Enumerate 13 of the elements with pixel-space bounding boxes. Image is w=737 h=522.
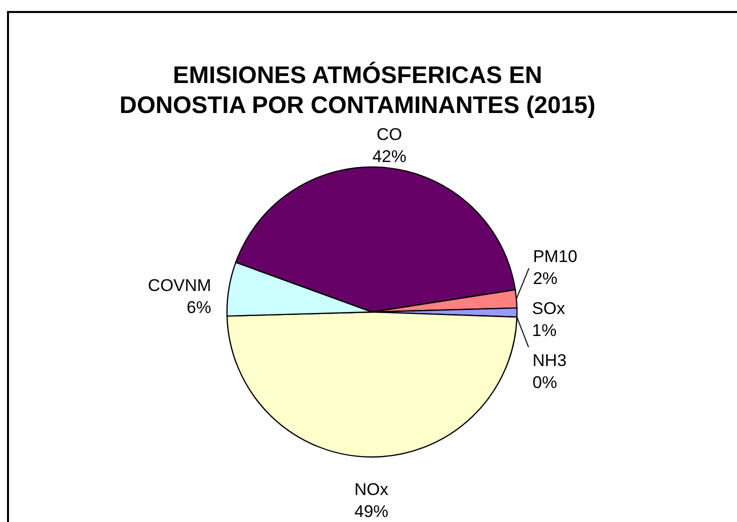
slice-label: NOx bbox=[354, 480, 389, 499]
data-label: 1% bbox=[532, 321, 557, 340]
slice-label: COVNM bbox=[148, 276, 212, 295]
category-label: NH3 bbox=[532, 351, 567, 370]
slice-label: PM10 bbox=[532, 247, 578, 266]
data-label: 2% bbox=[532, 269, 558, 288]
data-label: 42% bbox=[372, 146, 406, 166]
text: 0% bbox=[532, 373, 558, 392]
chart-title: EMISIONES ATMÓSFERICAS EN DONOSTIA POR CONTAMINANTES (2015) bbox=[119, 61, 596, 119]
slice-label: SOx bbox=[532, 299, 566, 318]
slice-label: CO bbox=[376, 124, 402, 144]
data-label: 6% bbox=[186, 298, 212, 317]
data-label: 49% bbox=[354, 502, 388, 521]
